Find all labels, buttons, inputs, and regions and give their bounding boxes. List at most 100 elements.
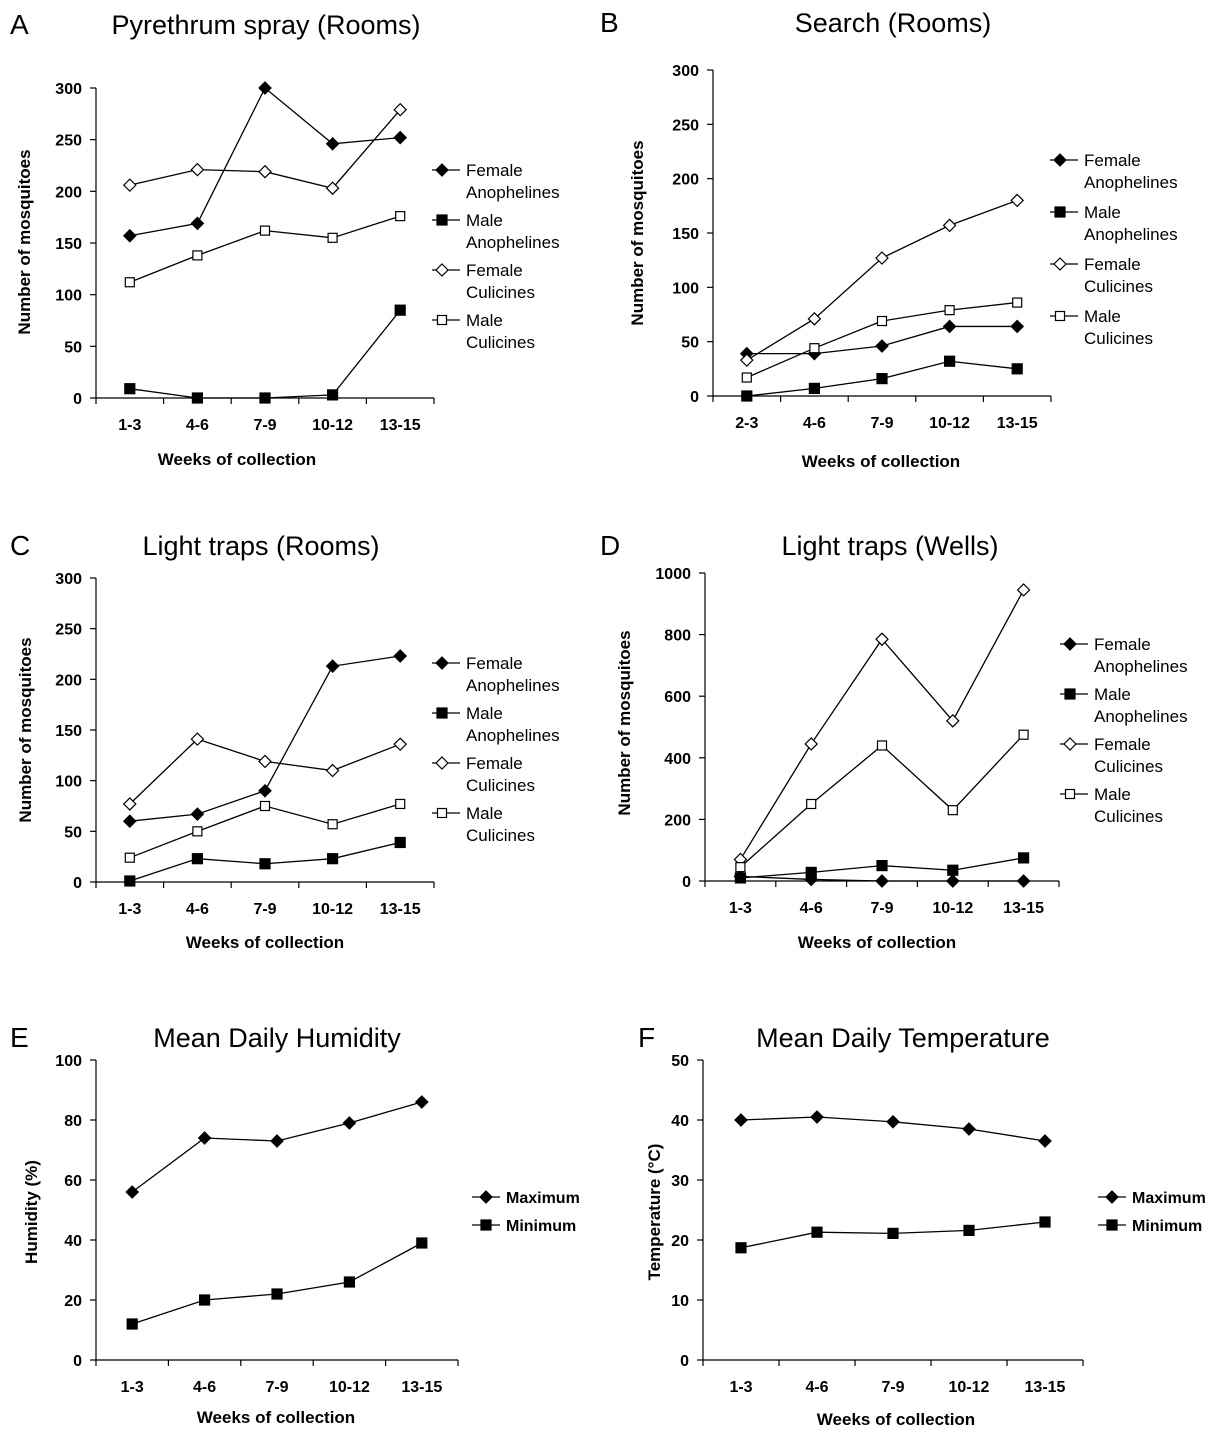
legend-entry: Male Anophelines xyxy=(432,704,560,745)
legend-marker xyxy=(1106,1219,1118,1231)
data-point xyxy=(395,211,406,222)
data-point xyxy=(1018,729,1029,740)
series-male-culicines xyxy=(741,297,1023,383)
legend-marker xyxy=(435,656,449,670)
data-point xyxy=(805,866,817,878)
series-female-anophelines xyxy=(739,319,1025,361)
data-point xyxy=(325,136,340,151)
series-minimum xyxy=(735,1216,1051,1254)
y-tick-label: 30 xyxy=(671,1173,689,1190)
y-tick-label: 50 xyxy=(681,335,699,352)
x-tick-label: 13-15 xyxy=(997,415,1038,432)
data-point xyxy=(258,754,272,769)
data-point xyxy=(1010,319,1025,334)
chart-panel-f: F Mean Daily Temperature 0 10 20 30 40 50 1-3 4-6… xyxy=(638,1022,1206,1429)
y-tick-label: 100 xyxy=(55,1053,82,1070)
y-tick-label: 50 xyxy=(64,339,82,356)
legend-label: Male xyxy=(466,704,503,723)
data-point xyxy=(393,102,408,117)
y-tick-label: 150 xyxy=(55,236,82,253)
data-point xyxy=(122,814,137,829)
data-point xyxy=(393,737,408,752)
x-axis-label: Weeks of collection xyxy=(802,452,960,471)
data-point xyxy=(1016,583,1031,597)
legend-label: Maximum xyxy=(1132,1190,1206,1207)
y-tick-label: 0 xyxy=(680,1353,689,1370)
legend-entry: Male Culicines xyxy=(1060,785,1163,826)
legend-entry: Male Culicines xyxy=(1050,307,1153,348)
legend: Female Anophelines Male Anophelines Female Cu… xyxy=(432,654,560,845)
legend-label: Male xyxy=(1084,307,1121,326)
data-point xyxy=(122,797,137,811)
data-point xyxy=(325,181,340,196)
chart-title: Pyrethrum spray (Rooms) xyxy=(111,10,420,40)
data-point xyxy=(735,1242,747,1254)
data-point xyxy=(876,740,888,751)
data-point xyxy=(327,232,338,243)
series-maximum xyxy=(125,1095,429,1199)
chart-title: Mean Daily Humidity xyxy=(153,1023,401,1053)
x-tick-label: 7-9 xyxy=(265,1379,288,1396)
y-tick-label: 0 xyxy=(690,389,699,406)
legend-label: Male xyxy=(466,804,503,823)
legend-label: Culicines xyxy=(1084,329,1153,348)
legend-marker xyxy=(436,707,448,719)
y-tick-label: 0 xyxy=(682,874,691,891)
series-female-culicines xyxy=(122,102,408,196)
data-point xyxy=(327,819,338,830)
chart-panel-b: B Search (Rooms) 0 50 100 150 200 250 300 2-3 4-6 7… xyxy=(600,7,1178,471)
series-male-culicines xyxy=(124,798,406,863)
legend-entry: Minimum xyxy=(1098,1218,1202,1235)
legend-label: Anophelines xyxy=(466,233,560,252)
data-point xyxy=(258,164,272,179)
legend-marker xyxy=(480,1219,492,1231)
legend-entry: Female Culicines xyxy=(432,261,535,302)
y-axis-label: Number of mosquitoes xyxy=(628,140,647,325)
data-point xyxy=(190,732,205,746)
legend-marker xyxy=(1064,688,1076,700)
legend: Female Anophelines Male Anophelines Female Cu… xyxy=(1050,151,1178,348)
series-line xyxy=(746,199,1018,361)
data-point xyxy=(875,339,889,353)
data-point xyxy=(259,225,271,236)
data-point xyxy=(1012,297,1023,308)
legend-entry: Female Culicines xyxy=(432,754,535,795)
data-point xyxy=(259,858,271,870)
x-tick-label: 1-3 xyxy=(729,1379,752,1396)
legend-marker xyxy=(435,263,449,277)
x-tick-label: 13-15 xyxy=(1025,1379,1066,1396)
legend-entry: Maximum xyxy=(1098,1190,1206,1207)
legend-label: Male xyxy=(1094,685,1131,704)
y-tick-label: 400 xyxy=(664,751,691,768)
series-male-anophelines xyxy=(734,852,1030,884)
series-male-culicines xyxy=(735,729,1029,873)
chart-panel-d: D Light traps (Wells) 0 200 400 600 800 1000 1-3… xyxy=(600,530,1188,952)
legend-label: Male xyxy=(466,311,503,330)
legend-label: Female xyxy=(1084,255,1141,274)
series-female-culicines xyxy=(733,583,1031,867)
x-tick-label: 2-3 xyxy=(735,415,758,432)
x-axis-label: Weeks of collection xyxy=(798,933,956,952)
legend-label: Anophelines xyxy=(1084,173,1178,192)
x-tick-label: 10-12 xyxy=(929,415,970,432)
data-point xyxy=(1038,1134,1052,1148)
data-point xyxy=(190,162,205,177)
data-point xyxy=(394,836,406,849)
data-point xyxy=(191,853,203,865)
data-point xyxy=(807,311,822,326)
legend-label: Female xyxy=(466,261,523,280)
x-tick-label: 10-12 xyxy=(932,900,973,917)
data-point xyxy=(199,1294,211,1306)
series-line xyxy=(129,803,401,859)
x-tick-label: 13-15 xyxy=(1003,900,1044,917)
data-point xyxy=(942,218,957,233)
legend-marker xyxy=(1064,788,1076,800)
series-maximum xyxy=(734,1110,1052,1148)
data-point xyxy=(270,1134,284,1148)
legend-label: Anophelines xyxy=(1094,707,1188,726)
data-point xyxy=(886,1114,900,1129)
legend-entry: Male Anophelines xyxy=(1060,685,1188,726)
legend-marker xyxy=(436,314,448,326)
legend-label: Female xyxy=(1094,635,1151,654)
x-tick-label: 4-6 xyxy=(805,1379,828,1396)
